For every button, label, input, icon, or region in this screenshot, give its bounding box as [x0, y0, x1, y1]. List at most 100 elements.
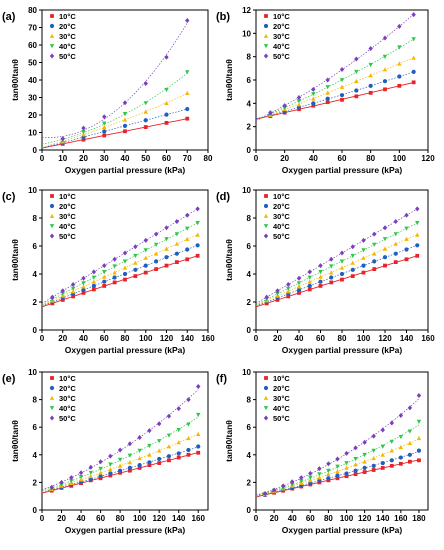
y-tick-label: 4	[247, 451, 252, 460]
data-point	[308, 470, 313, 476]
data-point	[108, 471, 113, 476]
data-point	[123, 129, 127, 134]
fit-curve	[255, 71, 414, 120]
data-point	[361, 263, 366, 268]
legend-marker	[49, 406, 55, 411]
data-point	[143, 101, 148, 106]
legend-label: 10°C	[273, 192, 290, 201]
data-point	[147, 428, 152, 434]
y-tick-label: 0	[33, 326, 38, 335]
fit-curve	[255, 222, 418, 306]
data-point	[339, 78, 345, 83]
legend-label: 40°C	[59, 404, 76, 413]
chart-panel: 0 20 40 60 80 100 120 140 160 0 2 4 6 8 10 Oxygen parti…	[2, 186, 215, 355]
data-point	[326, 461, 331, 467]
legend-marker	[263, 224, 269, 229]
data-point	[318, 270, 323, 275]
data-point	[147, 460, 152, 465]
y-tick-label: 2	[247, 123, 252, 132]
data-point	[122, 259, 128, 264]
data-point	[398, 444, 404, 450]
data-point	[397, 83, 402, 88]
y-tick-label: 6	[247, 76, 252, 85]
data-point	[286, 282, 291, 287]
data-point	[415, 232, 420, 237]
data-point	[404, 236, 409, 241]
data-point	[271, 487, 277, 493]
data-point	[196, 431, 201, 436]
data-point	[166, 444, 172, 449]
x-tick-label: 160	[192, 514, 206, 523]
fit-curve	[41, 245, 198, 307]
data-point	[154, 259, 159, 264]
data-point	[371, 468, 376, 472]
data-point	[143, 109, 148, 114]
data-point	[353, 457, 358, 462]
data-point	[137, 435, 142, 441]
data-point	[185, 212, 190, 218]
fit-curve	[41, 234, 198, 306]
y-tick-label: 10	[242, 186, 251, 195]
fit-curve	[255, 14, 414, 121]
data-point	[78, 477, 84, 482]
x-tick-label: 20	[280, 154, 289, 163]
y-tick-label: 0	[247, 146, 252, 155]
data-point	[325, 77, 330, 83]
data-point	[133, 244, 138, 250]
fit-curve	[41, 108, 188, 149]
x-axis-label: Oxygen partial pressure (kPa)	[65, 345, 186, 355]
fit-curve	[41, 22, 188, 138]
data-point	[164, 263, 169, 268]
data-point	[137, 466, 142, 470]
x-tick-label: 80	[338, 334, 347, 343]
legend-label: 50°C	[59, 414, 76, 423]
data-point	[354, 69, 359, 75]
x-tick-label: 100	[340, 514, 354, 523]
data-point	[318, 279, 323, 284]
panel-label: (f)	[216, 373, 227, 385]
y-tick-label: 30	[28, 94, 37, 103]
x-tick-label: 60	[100, 334, 109, 343]
y-axis-label: tanθ0/tanθ	[224, 420, 234, 462]
data-point	[296, 102, 302, 107]
data-point	[350, 244, 355, 250]
data-point	[382, 237, 388, 242]
data-point	[398, 455, 403, 460]
data-point	[350, 267, 355, 272]
chart-panel: 0 20 40 60 80 100 120 140 160 0 2 4 6 8 10 Oxygen parti…	[2, 368, 209, 535]
y-tick-label: 8	[33, 214, 38, 223]
data-point	[78, 474, 84, 480]
data-point	[196, 412, 201, 418]
data-point	[353, 462, 358, 467]
data-point	[325, 90, 330, 95]
legend-label: 20°C	[273, 384, 290, 393]
data-point	[137, 448, 142, 453]
data-point	[415, 253, 420, 258]
data-point	[133, 253, 138, 259]
data-point	[133, 260, 138, 265]
data-point	[380, 427, 385, 433]
data-point	[326, 468, 331, 473]
data-point	[329, 264, 334, 269]
data-point	[186, 447, 191, 453]
x-tick-label: 100	[393, 154, 407, 163]
data-point	[102, 124, 107, 130]
data-point	[127, 465, 132, 471]
data-point	[380, 460, 385, 466]
x-tick-label: 120	[152, 514, 166, 523]
data-point	[98, 474, 103, 479]
data-point	[344, 465, 349, 470]
data-point	[176, 428, 181, 433]
data-point	[354, 94, 359, 99]
data-point	[393, 219, 398, 224]
x-tick-label: 120	[421, 154, 435, 163]
data-point	[147, 463, 152, 468]
panel-label: (d)	[216, 191, 230, 203]
y-tick-label: 4	[33, 451, 38, 460]
legend-label: 50°C	[273, 232, 290, 241]
data-point	[397, 45, 402, 50]
data-point	[415, 221, 420, 226]
data-point	[393, 241, 398, 246]
data-point	[81, 275, 86, 281]
data-point	[143, 237, 148, 243]
